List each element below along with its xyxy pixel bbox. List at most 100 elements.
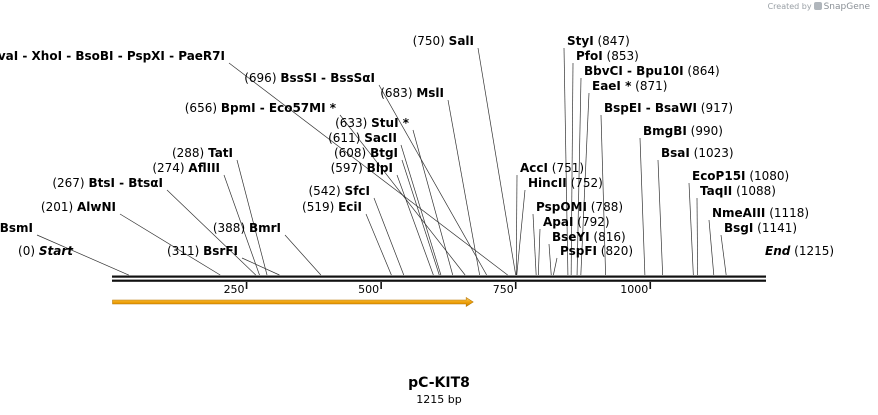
site-position-bmri: (388) [213, 221, 249, 235]
tick-label-250: 250 [224, 283, 245, 296]
site-position-taqii: (1088) [732, 184, 776, 198]
site-position-styi: (847) [594, 34, 630, 48]
site-label-afliii: (274) AflIII [152, 161, 220, 175]
site-line-acci [515, 174, 518, 276]
site-label-btgi: (608) BtgI [334, 146, 398, 160]
site-position-end: (1215) [790, 244, 834, 258]
site-position-eaei: (871) [631, 79, 667, 93]
site-name-alwni: AlwNI [77, 200, 116, 214]
site-position-bsai: (1023) [690, 146, 734, 160]
tick-label-1000: 1000 [620, 283, 648, 296]
site-line-afliii [223, 174, 260, 276]
site-line-pspfi [553, 257, 558, 276]
site-label-tati: (288) TatI [172, 146, 233, 160]
site-line-eaei [580, 92, 590, 276]
site-position-hincii: (752) [567, 176, 603, 190]
site-line-ecii [365, 213, 392, 276]
site-label-sali: (750) SalI [413, 34, 474, 48]
site-position-start: (0) [18, 244, 39, 258]
site-line-bsrfi [241, 257, 280, 276]
site-line-bmgbi [639, 137, 646, 276]
map-title: pC-KIT8 [408, 375, 470, 391]
tick-label-500: 500 [358, 283, 379, 296]
site-position-bseyi: (816) [590, 230, 626, 244]
site-name-nsii-bsmi: NsiI - BsmI [0, 221, 33, 235]
site-name-eaei: EaeI * [592, 79, 632, 93]
site-label-stui: (633) StuI * [335, 116, 410, 130]
site-name-bpmi-eco57mi: BpmI - Eco57MI * [221, 101, 337, 115]
site-position-bsgi: (1141) [753, 221, 797, 235]
site-line-hincii [516, 189, 526, 276]
site-name-bsssi-bsss-i: BssSI - BssSαI [280, 71, 375, 85]
site-label-bsrfi: (311) BsrFI [167, 244, 238, 258]
end-label-end: End (1215) [765, 244, 834, 258]
site-position-bmgbi: (990) [687, 124, 723, 138]
site-line-blpi [396, 174, 434, 276]
site-labels: (31) NsiI - BsmI (201) AlwNI (267) BtsI - … [0, 34, 834, 258]
site-line-tati [236, 159, 268, 276]
feature-arrow [112, 296, 474, 308]
site-label-bpmi-eco57mi: (656) BpmI - Eco57MI * [185, 101, 337, 115]
site-label-avai-xhoi-bsobi-pspxi-paer7i: (735) AvaI - XhoI - BsoBI - PspXI - PaeR… [0, 49, 225, 63]
site-line-sacii [400, 144, 442, 276]
site-line-pspomi [532, 213, 537, 276]
site-label-sacii: (611) SacII [328, 131, 397, 145]
site-label-pspomi: PspOMI (788) [536, 200, 623, 214]
site-position-btgi: (608) [334, 146, 370, 160]
site-line-bsai [657, 159, 664, 276]
feature-arrow-shape[interactable] [112, 296, 474, 308]
site-name-sacii: SacII [364, 131, 397, 145]
site-line-sali [477, 47, 517, 276]
site-line-ecop15i [688, 182, 694, 276]
site-line-bseyi [548, 243, 552, 276]
site-name-pfoi: PfoI [576, 49, 603, 63]
site-label-apai: ApaI (792) [543, 215, 610, 229]
site-lines [36, 47, 727, 276]
site-name-blpi: BlpI [367, 161, 393, 175]
site-name-ecop15i: EcoP15I [692, 169, 746, 183]
site-position-ecii: (519) [302, 200, 338, 214]
site-label-msli: (683) MslI [380, 86, 444, 100]
site-line-pfoi [570, 62, 574, 276]
site-position-nmeaiii: (1118) [765, 206, 809, 220]
site-label-bmgbi: BmgBI (990) [643, 124, 723, 138]
site-position-pfoi: (853) [603, 49, 639, 63]
site-name-taqii: TaqII [700, 184, 732, 198]
site-position-stui: (633) [335, 116, 371, 130]
site-name-bsai: BsaI [661, 146, 690, 160]
site-line-btsi-bts-i [166, 189, 256, 276]
site-label-ecop15i: EcoP15I (1080) [692, 169, 789, 183]
site-name-bbvci-bpu10i: BbvCI - Bpu10I [584, 64, 684, 78]
site-position-sali: (750) [413, 34, 449, 48]
site-line-apai [537, 228, 541, 276]
site-position-sacii: (611) [328, 131, 364, 145]
site-label-acci: AccI (751) [520, 161, 584, 175]
site-line-nmeaiii [708, 219, 715, 276]
site-name-apai: ApaI [543, 215, 573, 229]
site-line-bmri [284, 234, 322, 276]
site-name-avai-xhoi-bsobi-pspxi-paer7i: AvaI - XhoI - BsoBI - PspXI - PaeR7I [0, 49, 225, 63]
site-label-pspfi: PspFI (820) [560, 244, 633, 258]
site-name-bsgi: BsgI [724, 221, 753, 235]
site-name-acci: AccI [520, 161, 548, 175]
site-label-btsi-bts-i: (267) BtsI - BtsαI [52, 176, 163, 190]
site-name-bmgbi: BmgBI [643, 124, 687, 138]
site-name-ecii: EciI [338, 200, 362, 214]
site-line-bbvci-bpu10i [576, 77, 582, 276]
site-name-btgi: BtgI [370, 146, 398, 160]
site-label-nsii-bsmi: (31) NsiI - BsmI [0, 221, 33, 235]
site-name-pspfi: PspFI [560, 244, 597, 258]
site-label-bmri: (388) BmrI [213, 221, 281, 235]
site-name-bmri: BmrI [249, 221, 281, 235]
site-line-bsssi-bsss-i [378, 84, 487, 276]
site-name-sfci: SfcI [345, 184, 370, 198]
site-position-pspfi: (820) [597, 244, 633, 258]
site-label-bsssi-bsss-i: (696) BssSI - BssSαI [244, 71, 375, 85]
site-line-taqii [696, 197, 698, 276]
site-line-styi [563, 47, 569, 276]
site-line-btgi [401, 159, 440, 276]
credit-brand: SnapGene [823, 2, 870, 12]
site-name-bsrfi: BsrFI [203, 244, 238, 258]
site-position-sfci: (542) [308, 184, 344, 198]
site-position-afliii: (274) [152, 161, 188, 175]
